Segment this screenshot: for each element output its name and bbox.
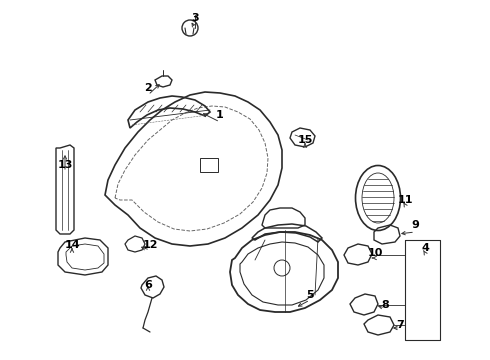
Text: 5: 5 bbox=[306, 290, 314, 300]
Text: 8: 8 bbox=[381, 300, 389, 310]
Text: 6: 6 bbox=[144, 280, 152, 290]
Text: 7: 7 bbox=[396, 320, 404, 330]
Text: 3: 3 bbox=[191, 13, 199, 23]
Text: 12: 12 bbox=[142, 240, 158, 250]
Text: 13: 13 bbox=[57, 160, 73, 170]
Text: 1: 1 bbox=[216, 110, 224, 120]
Text: 11: 11 bbox=[397, 195, 413, 205]
Text: 2: 2 bbox=[144, 83, 152, 93]
Text: 10: 10 bbox=[368, 248, 383, 258]
Text: 4: 4 bbox=[421, 243, 429, 253]
Text: 9: 9 bbox=[411, 220, 419, 230]
Text: 15: 15 bbox=[297, 135, 313, 145]
Text: 14: 14 bbox=[64, 240, 80, 250]
